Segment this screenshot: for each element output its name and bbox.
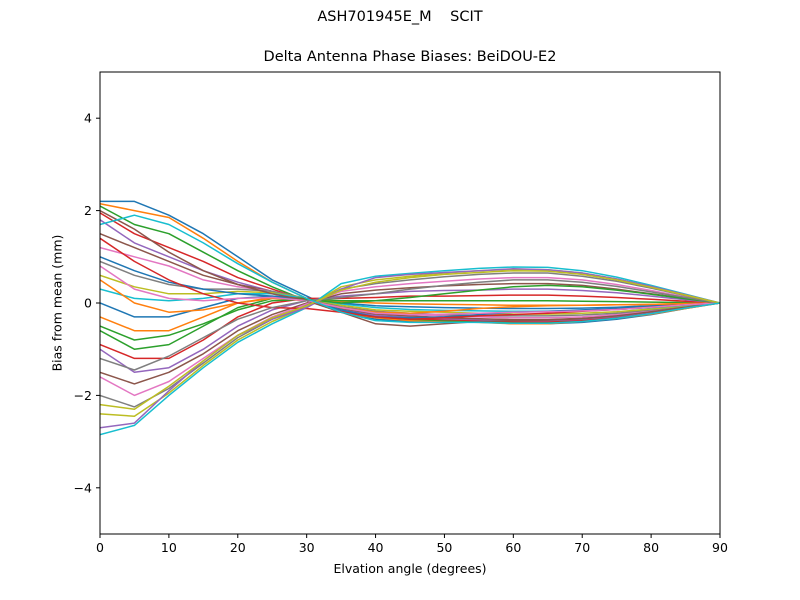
series-line-23 [100, 284, 720, 341]
x-tick-label: 70 [574, 540, 590, 555]
x-tick-label: 40 [368, 540, 384, 555]
x-tick-label: 0 [96, 540, 104, 555]
series-line-30 [100, 214, 720, 325]
series-line-27 [100, 265, 720, 316]
x-tick-label: 50 [436, 540, 452, 555]
series-line-18 [100, 272, 720, 408]
figure-suptitle: ASH701945E_M SCIT [317, 9, 483, 25]
x-tick-label: 60 [505, 540, 521, 555]
x-tick-label: 30 [299, 540, 315, 555]
series-line-14 [100, 294, 720, 360]
series-line-20 [100, 266, 720, 436]
series-line-2 [100, 202, 720, 325]
y-tick-label: 2 [84, 203, 92, 218]
chart-title: Delta Antenna Phase Biases: BeiDOU-E2 [263, 49, 557, 65]
x-axis-label: Elvation angle (degrees) [333, 561, 487, 576]
x-tick-label: 10 [161, 540, 177, 555]
ticks-layer: 0 10 20 30 40 50 60 70 80 90 −4 −2 0 2 4 [74, 111, 728, 555]
series-line-25 [100, 268, 720, 429]
series-line-11 [100, 295, 720, 318]
series-layer [100, 200, 720, 436]
series-line-29 [100, 269, 720, 411]
series-line-21 [100, 256, 720, 319]
series-line-15 [100, 288, 720, 374]
series-line-22 [100, 279, 720, 314]
series-line-13 [100, 297, 720, 350]
x-tick-label: 90 [712, 540, 728, 555]
x-tick-label: 80 [643, 540, 659, 555]
y-tick-label: 4 [84, 111, 92, 126]
y-tick-label: 0 [84, 296, 92, 311]
y-tick-label: −2 [74, 388, 92, 403]
series-line-26 [100, 209, 720, 327]
y-tick-label: −4 [74, 480, 92, 495]
series-line-28 [100, 279, 720, 371]
series-line-5 [100, 219, 720, 322]
x-tick-label: 20 [230, 540, 246, 555]
series-line-16 [100, 282, 720, 385]
series-line-1 [100, 200, 720, 325]
axes-frame [99, 71, 721, 535]
series-line-17 [100, 276, 720, 397]
